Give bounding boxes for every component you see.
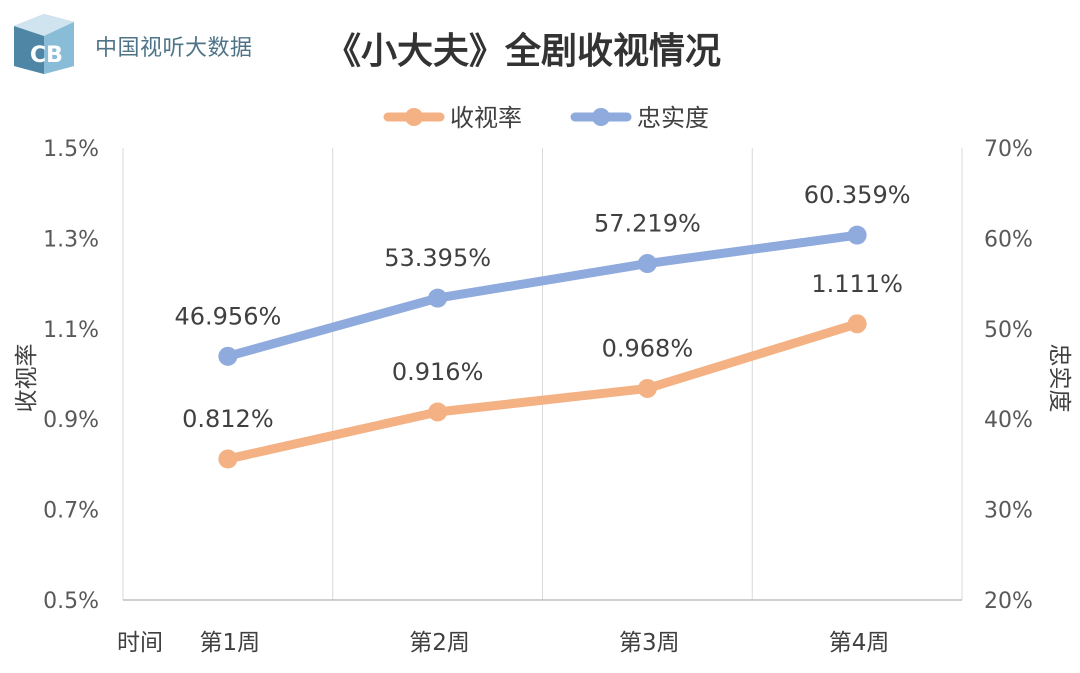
x-axis-title: 时间 [117, 630, 163, 656]
series-line-忠实度 [223, 230, 862, 361]
x-tick-label: 第3周 [619, 630, 680, 656]
y-tick-label-left: 0.9% [43, 408, 99, 433]
y-tick-label-left: 0.7% [43, 499, 99, 524]
axes: 0.5% 0.7% 0.9% 1.1% 1.3% 1.5% 20% 30% 40% 50% 60% 7… [14, 137, 1072, 656]
legend-marker [592, 108, 610, 126]
x-tick-label: 第4周 [829, 630, 890, 656]
y-tick-label-left: 1.1% [43, 318, 99, 343]
data-label: 46.956% [174, 302, 281, 330]
data-label: 0.812% [182, 405, 274, 433]
series-group [218, 225, 867, 469]
y-tick-label-right: 40% [984, 408, 1033, 433]
legend: 收视率 忠实度 [383, 104, 709, 132]
data-point [847, 314, 867, 334]
x-tick-label: 第1周 [200, 630, 261, 656]
brand-name: 中国视听大数据 [95, 36, 253, 61]
data-label: 0.968% [602, 334, 694, 362]
y-tick-label-left: 1.3% [43, 227, 99, 252]
y-axis-title-right: 忠实度 [1046, 344, 1072, 413]
data-point [428, 402, 448, 422]
y-tick-label-left: 0.5% [43, 589, 99, 614]
y-tick-label-right: 20% [984, 589, 1033, 614]
data-label: 1.111% [811, 270, 903, 298]
data-point [218, 449, 238, 469]
data-point [218, 346, 238, 366]
logo-icon: CB [14, 14, 74, 74]
data-label: 57.219% [594, 210, 701, 238]
data-label: 60.359% [804, 181, 911, 209]
x-tick-label: 第2周 [409, 630, 470, 656]
header: CB 中国视听大数据 《小大夫》全剧收视情况 [0, 0, 1080, 100]
data-label: 53.395% [384, 244, 491, 272]
data-label: 0.916% [392, 358, 484, 386]
y-tick-label-right: 50% [984, 318, 1033, 343]
data-point [847, 225, 867, 245]
data-point [428, 288, 448, 308]
legend-label: 收视率 [450, 104, 522, 132]
data-point [637, 254, 657, 274]
grid-lines [122, 148, 963, 600]
legend-marker [405, 108, 423, 126]
series-line-收视率 [223, 319, 862, 464]
y-axis-title-left: 收视率 [14, 344, 40, 413]
y-tick-label-right: 60% [984, 227, 1033, 252]
data-point [637, 378, 657, 398]
chart-title: 《小大夫》全剧收视情况 [325, 31, 722, 72]
y-tick-label-left: 1.5% [43, 137, 99, 162]
data-labels: 0.812% 0.916% 0.968% 1.111% 46.956% 53.395% 57… [174, 181, 910, 433]
svg-text:CB: CB [30, 43, 63, 68]
y-tick-label-right: 30% [984, 499, 1033, 524]
y-tick-label-right: 70% [984, 137, 1033, 162]
legend-label: 忠实度 [637, 104, 709, 132]
